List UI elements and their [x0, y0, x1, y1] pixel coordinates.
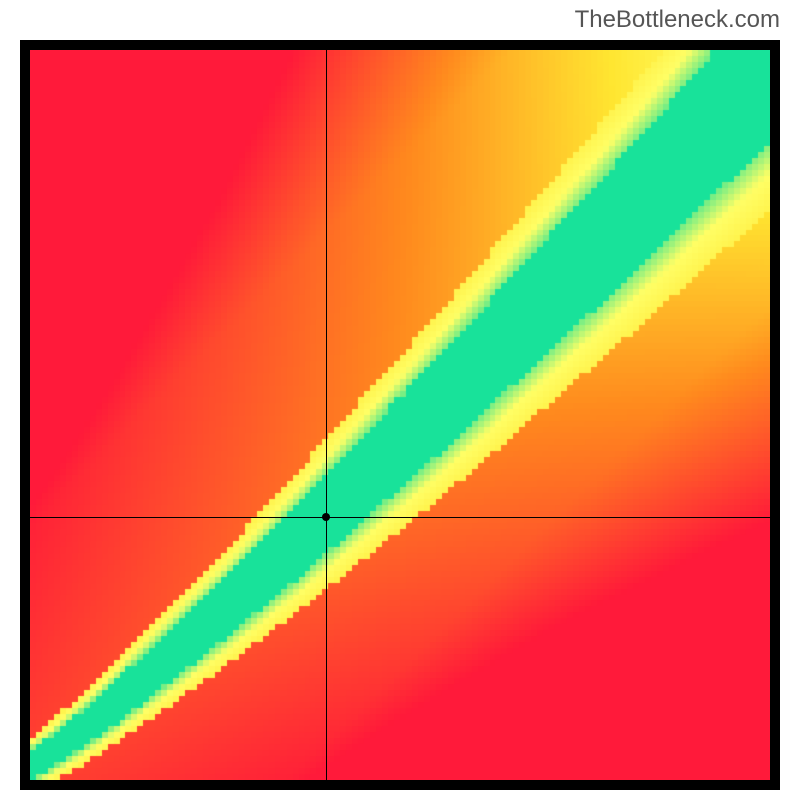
crosshair-vertical	[326, 50, 327, 780]
chart-frame	[20, 40, 780, 790]
crosshair-marker	[322, 513, 330, 521]
watermark-text: TheBottleneck.com	[575, 6, 780, 34]
heatmap-canvas	[30, 50, 770, 780]
page-root: TheBottleneck.com	[0, 0, 800, 800]
crosshair-horizontal	[30, 517, 770, 518]
